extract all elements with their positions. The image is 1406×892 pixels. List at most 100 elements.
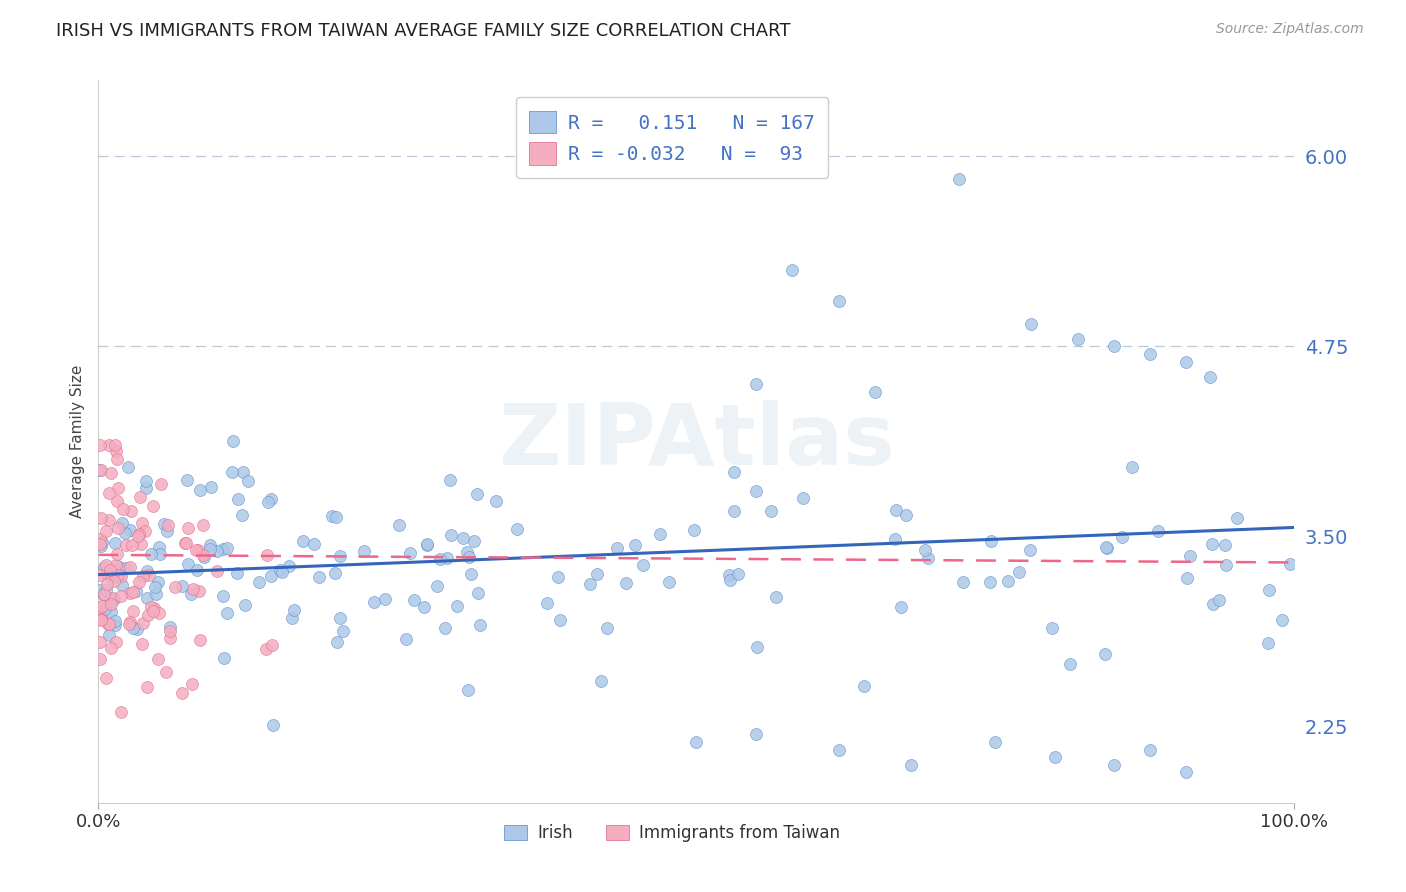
Point — [260, 569, 283, 583]
Point — [439, 473, 461, 487]
Point — [304, 537, 326, 551]
Point — [104, 614, 127, 628]
Point — [917, 550, 939, 565]
Point — [120, 560, 142, 574]
Point — [780, 263, 803, 277]
Point — [90, 534, 112, 549]
Point — [1094, 648, 1116, 662]
Point — [174, 536, 197, 550]
Point — [460, 567, 482, 582]
Point — [415, 538, 437, 552]
Point — [134, 524, 156, 538]
Point — [1226, 511, 1249, 525]
Point — [105, 444, 128, 458]
Point — [718, 574, 741, 588]
Point — [121, 585, 143, 599]
Point — [180, 587, 202, 601]
Point — [1175, 354, 1198, 368]
Point — [135, 474, 157, 488]
Point — [506, 522, 529, 536]
Point — [193, 549, 215, 564]
Point — [107, 568, 129, 582]
Point — [1043, 750, 1066, 764]
Point — [648, 526, 671, 541]
Point — [1257, 582, 1279, 597]
Point — [353, 544, 375, 558]
Point — [451, 532, 474, 546]
Point — [110, 569, 132, 583]
Point — [865, 385, 887, 400]
Point — [149, 547, 172, 561]
Point — [110, 705, 132, 719]
Point — [465, 487, 488, 501]
Point — [658, 574, 681, 589]
Point — [205, 564, 228, 578]
Point — [103, 592, 125, 607]
Point — [277, 559, 299, 574]
Point — [198, 538, 221, 552]
Point — [853, 679, 876, 693]
Point — [152, 517, 174, 532]
Point — [323, 566, 346, 581]
Legend: Irish, Immigrants from Taiwan: Irish, Immigrants from Taiwan — [498, 817, 846, 848]
Point — [129, 490, 152, 504]
Point — [127, 529, 149, 543]
Point — [89, 537, 111, 551]
Point — [1215, 538, 1237, 552]
Point — [105, 558, 128, 573]
Point — [132, 569, 155, 583]
Point — [1139, 742, 1161, 756]
Point — [536, 596, 558, 610]
Point — [1104, 339, 1126, 353]
Point — [135, 680, 157, 694]
Point — [135, 564, 157, 578]
Point — [170, 579, 193, 593]
Point — [884, 532, 907, 546]
Point — [89, 583, 111, 598]
Point — [98, 438, 121, 452]
Point — [107, 481, 129, 495]
Point — [176, 558, 198, 572]
Point — [467, 586, 489, 600]
Point — [91, 599, 114, 613]
Point — [1201, 537, 1223, 551]
Point — [1059, 657, 1081, 672]
Point — [89, 568, 111, 582]
Point — [93, 587, 115, 601]
Point — [143, 580, 166, 594]
Point — [114, 560, 136, 574]
Point — [578, 577, 600, 591]
Point — [717, 568, 740, 582]
Point — [157, 518, 180, 533]
Point — [1139, 347, 1161, 361]
Point — [308, 569, 330, 583]
Point — [1018, 543, 1040, 558]
Point — [233, 599, 256, 613]
Point — [456, 545, 478, 559]
Point — [247, 574, 270, 589]
Point — [1095, 541, 1118, 555]
Point — [548, 613, 571, 627]
Point — [723, 504, 745, 518]
Point — [101, 570, 124, 584]
Point — [215, 541, 238, 556]
Point — [96, 524, 118, 538]
Point — [122, 604, 145, 618]
Point — [332, 624, 354, 638]
Point — [89, 463, 111, 477]
Point — [100, 605, 122, 619]
Point — [745, 377, 768, 392]
Point — [90, 612, 112, 626]
Point — [1175, 571, 1198, 585]
Point — [111, 516, 134, 530]
Point — [103, 536, 125, 550]
Point — [159, 619, 181, 633]
Point — [759, 504, 782, 518]
Point — [156, 524, 179, 538]
Point — [1067, 332, 1090, 346]
Point — [131, 637, 153, 651]
Point — [121, 539, 143, 553]
Point — [98, 563, 121, 577]
Point — [114, 538, 136, 552]
Point — [792, 491, 814, 505]
